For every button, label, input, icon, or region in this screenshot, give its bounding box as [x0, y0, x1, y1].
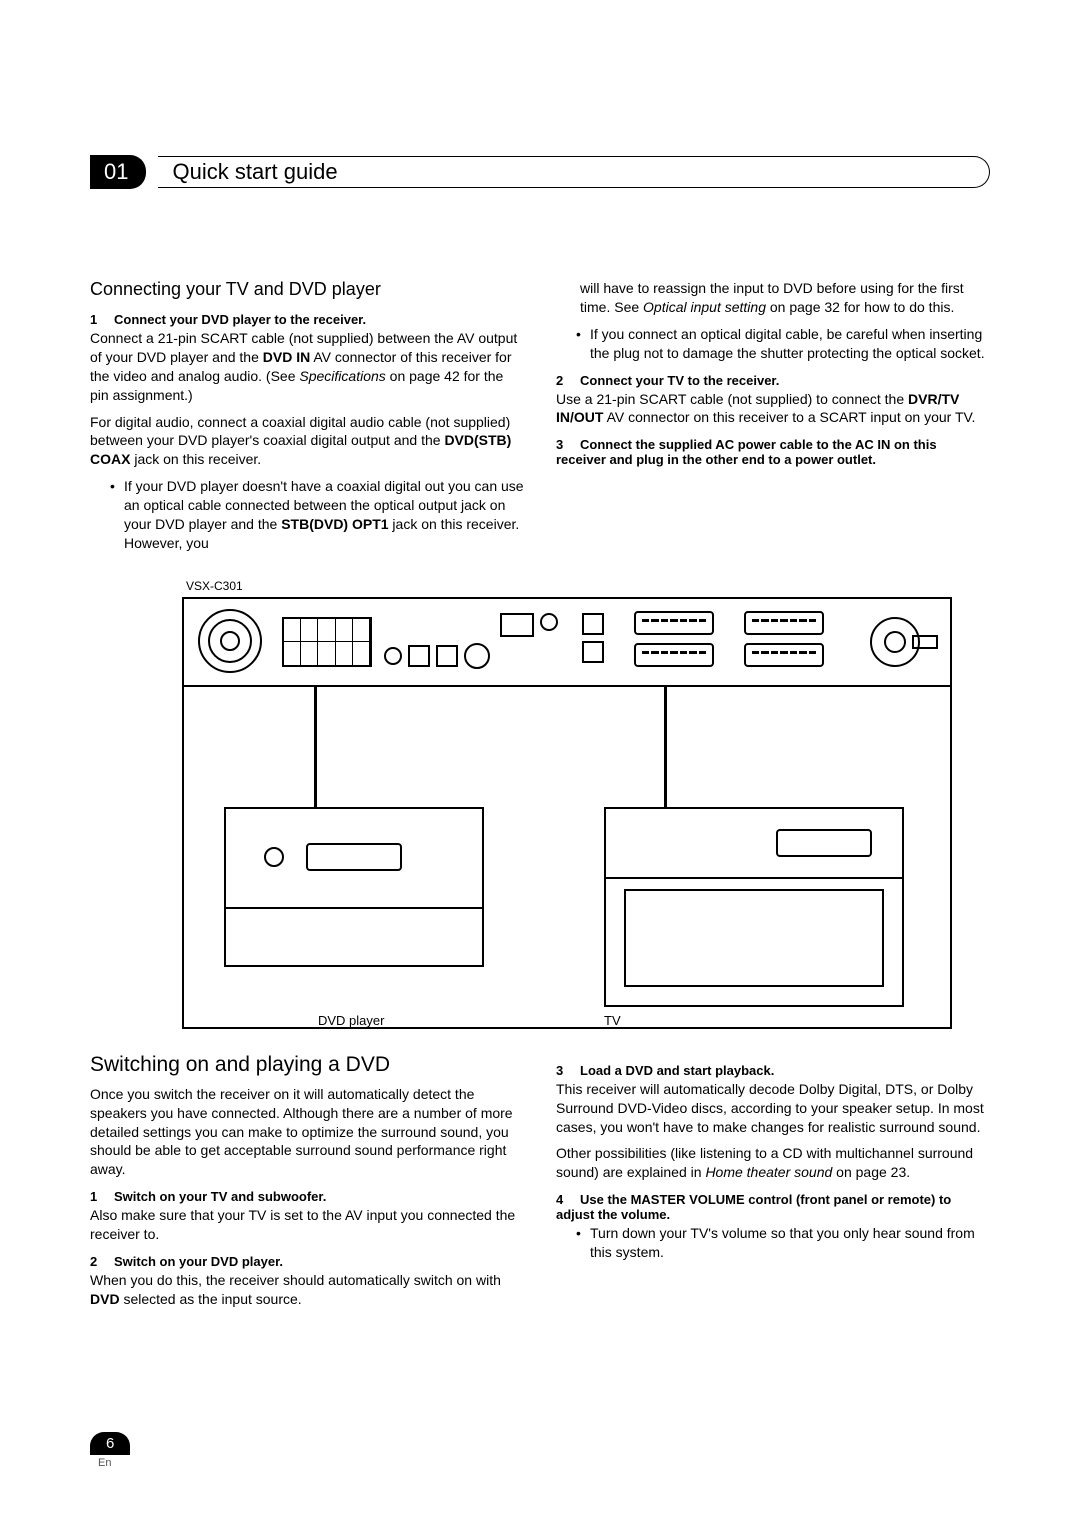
optical-warning-bullet: If you connect an optical digital cable,… [556, 325, 990, 363]
scart-port-icon [744, 611, 824, 635]
lower-step-3-body-2: Other possibilities (like listening to a… [556, 1144, 990, 1182]
step-1-paragraph-1: Connect a 21-pin SCART cable (not suppli… [90, 329, 524, 405]
tv-screen-icon [624, 889, 884, 987]
lower-step-3-body: This receiver will automatically decode … [556, 1080, 990, 1137]
upper-columns: Connecting your TV and DVD player 1Conne… [90, 279, 990, 561]
lower-step-1-heading: 1Switch on your TV and subwoofer. [90, 1189, 524, 1204]
dvd-player-box [224, 807, 484, 967]
connection-diagram-block: VSX-C301 [90, 579, 990, 1029]
page: 01 Quick start guide Connecting your TV … [0, 0, 1080, 1377]
right-column: will have to reassign the input to DVD b… [556, 279, 990, 561]
specifications-ref: Specifications [299, 368, 385, 384]
dvd-back-panel [226, 809, 482, 909]
optical-input-ref: Optical input setting [643, 299, 766, 315]
scart-port-icon [776, 829, 872, 857]
language-label: En [90, 1457, 130, 1469]
step-title: Load a DVD and start playback. [580, 1063, 774, 1078]
section-heading-connecting: Connecting your TV and DVD player [90, 279, 524, 300]
step-2-heading: 2Connect your TV to the receiver. [556, 373, 990, 388]
receiver-back-panel [184, 599, 950, 687]
page-footer: 6 En [90, 1432, 130, 1469]
connection-diagram: DVD player TV [182, 597, 952, 1029]
step-1-paragraph-2: For digital audio, connect a coaxial dig… [90, 413, 524, 470]
step-title: Connect your DVD player to the receiver. [114, 312, 366, 327]
port-icon [408, 645, 430, 667]
chapter-header: 01 Quick start guide [90, 155, 990, 189]
lower-step-2-heading: 2Switch on your DVD player. [90, 1254, 524, 1269]
step-number: 3 [556, 437, 580, 452]
tv-back-panel [606, 809, 902, 879]
fan-icon [198, 609, 262, 673]
step-number: 2 [90, 1254, 114, 1269]
dvd-in-label: DVD IN [263, 349, 310, 365]
step-1-heading: 1Connect your DVD player to the receiver… [90, 312, 524, 327]
step-title: Connect the supplied AC power cable to t… [556, 437, 937, 467]
lower-left-column: Switching on and playing a DVD Once you … [90, 1053, 524, 1317]
dvd-source-label: DVD [90, 1291, 120, 1307]
opt1-label: STB(DVD) OPT1 [281, 516, 388, 532]
lower-columns: Switching on and playing a DVD Once you … [90, 1053, 990, 1317]
lower-step-2-body: When you do this, the receiver should au… [90, 1271, 524, 1309]
section-heading-switching: Switching on and playing a DVD [90, 1053, 524, 1077]
step-number: 2 [556, 373, 580, 388]
dvd-player-label: DVD player [318, 1013, 384, 1028]
wiring-area: DVD player TV [184, 687, 950, 1027]
step-title: Use the MASTER VOLUME control (front pan… [556, 1192, 951, 1222]
scart-port-icon [306, 843, 402, 871]
scart-port-icon [634, 611, 714, 635]
step-title: Switch on your DVD player. [114, 1254, 283, 1269]
step-number: 1 [90, 312, 114, 327]
step-2-body: Use a 21-pin SCART cable (not supplied) … [556, 390, 990, 428]
lower-right-column: 3Load a DVD and start playback. This rec… [556, 1053, 990, 1317]
step-number: 1 [90, 1189, 114, 1204]
step-title: Connect your TV to the receiver. [580, 373, 779, 388]
chapter-title-box: Quick start guide [158, 156, 990, 188]
lower-step-4-heading: 4Use the MASTER VOLUME control (front pa… [556, 1192, 990, 1222]
home-theater-ref: Home theater sound [705, 1164, 832, 1180]
knob-icon [464, 643, 490, 669]
cable-line [314, 687, 317, 815]
receiver-model-label: VSX-C301 [90, 579, 990, 593]
jack-icon [540, 613, 558, 631]
chapter-number-badge: 01 [90, 155, 146, 189]
step-number: 3 [556, 1063, 580, 1078]
port-icon [436, 645, 458, 667]
chapter-title: Quick start guide [172, 159, 337, 185]
tv-label: TV [604, 1013, 621, 1028]
switching-intro: Once you switch the receiver on it will … [90, 1085, 524, 1179]
left-column: Connecting your TV and DVD player 1Conne… [90, 279, 524, 561]
av-port-icon [582, 613, 604, 635]
step-title: Switch on your TV and subwoofer. [114, 1189, 326, 1204]
port-icon [500, 613, 534, 637]
scart-port-icon [634, 643, 714, 667]
speaker-terminals [282, 617, 372, 667]
av-port-icon [582, 641, 604, 663]
optical-jack-icon [264, 847, 284, 867]
lower-step-1-body: Also make sure that your TV is set to th… [90, 1206, 524, 1244]
continuation-text: will have to reassign the input to DVD b… [556, 279, 990, 317]
step-1-bullet: If your DVD player doesn't have a coaxia… [90, 477, 524, 553]
step-3-heading: 3Connect the supplied AC power cable to … [556, 437, 990, 467]
jack-icon [384, 647, 402, 665]
lower-step-3-heading: 3Load a DVD and start playback. [556, 1063, 990, 1078]
scart-port-icon [744, 643, 824, 667]
tv-box [604, 807, 904, 1007]
step-number: 4 [556, 1192, 580, 1207]
cable-line [664, 687, 667, 815]
lower-step-4-bullet: Turn down your TV's volume so that you o… [556, 1224, 990, 1262]
antenna-port-icon [912, 635, 938, 649]
page-number-badge: 6 [90, 1432, 130, 1455]
